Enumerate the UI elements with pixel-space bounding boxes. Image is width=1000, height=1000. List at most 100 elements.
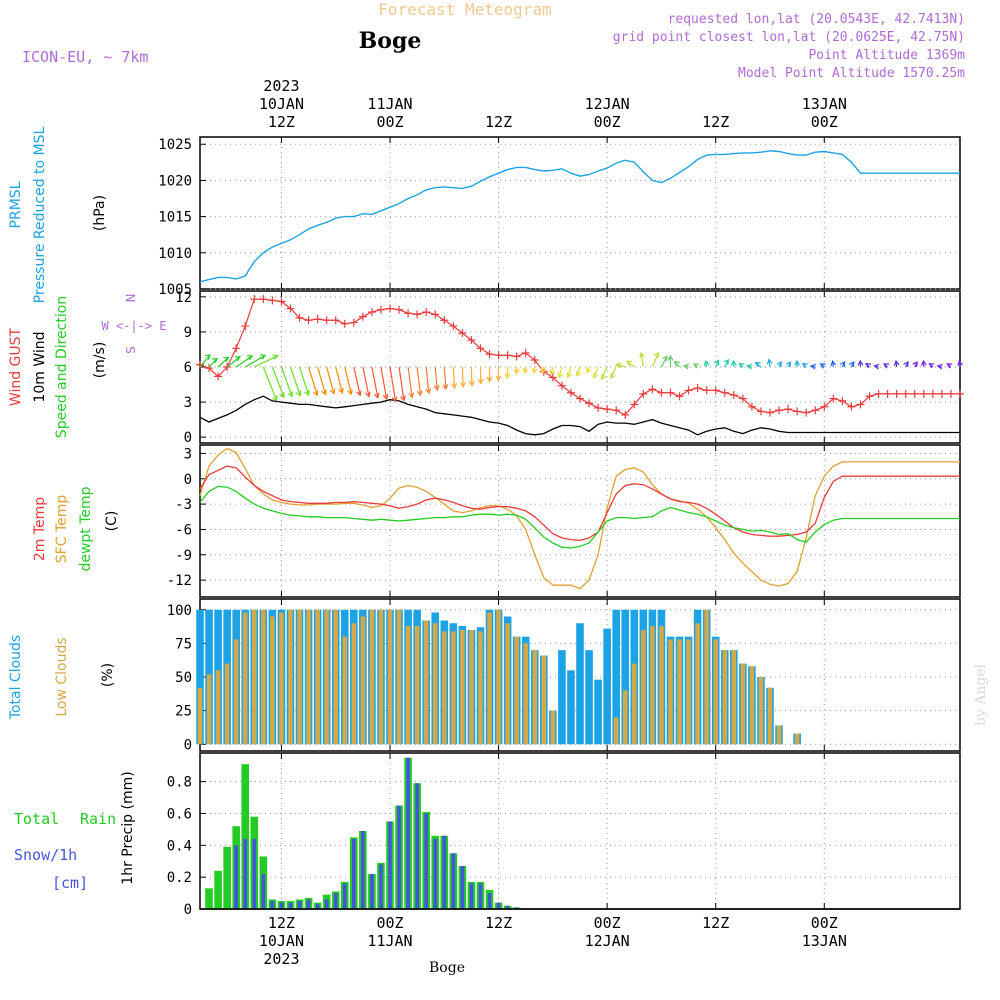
wind-arrow <box>452 366 456 388</box>
low-clouds-bar <box>695 623 700 745</box>
clouds-tick-label: 100 <box>167 603 192 619</box>
low-clouds-bar <box>749 666 755 745</box>
grid-point-coords: grid point closest lon,lat (20.0625E, 42… <box>613 30 965 45</box>
precip-unit: 1hr Precip (mm) <box>120 771 136 884</box>
gust-marker <box>214 372 223 381</box>
gust-marker <box>766 408 774 417</box>
low-clouds-bar <box>659 625 664 745</box>
pressure-label-long: Pressure Reduced to MSL <box>32 126 48 303</box>
wind-arrow <box>389 366 397 402</box>
wind-arrow <box>235 355 253 368</box>
wind-arrow-head <box>247 355 254 361</box>
precip-cm-label: [cm] <box>52 874 88 892</box>
snow-bar <box>279 902 284 909</box>
wind-arrow-head <box>272 354 279 360</box>
total-clouds-bar <box>621 609 630 745</box>
wind-arrow-head <box>785 361 792 368</box>
model-altitude: Model Point Altitude 1570.25m <box>738 66 965 81</box>
wind-arrow-head <box>425 388 432 395</box>
low-clouds-bar <box>713 639 718 745</box>
wind-arrow <box>660 356 668 368</box>
top-axis-label: 00Z <box>376 113 403 131</box>
wind-direction-label: Speed and Direction <box>54 296 70 438</box>
low-clouds-bar <box>622 690 628 745</box>
requested-coords: requested lon,lat (20.0543E, 42.7413N) <box>668 12 965 27</box>
gust-marker <box>512 352 521 361</box>
wind-arrow-head <box>451 383 458 390</box>
total-clouds-bar <box>612 609 620 745</box>
snow-bar <box>433 838 438 909</box>
wind-arrow-head <box>495 375 502 382</box>
wind-arrow-head <box>873 363 880 370</box>
gust-marker <box>892 389 901 398</box>
wind-arrow-head <box>936 363 943 370</box>
wind-arrow-head <box>766 358 773 365</box>
low-clouds-bar <box>650 625 655 745</box>
wind-arrow <box>307 366 318 396</box>
gust-marker <box>367 308 376 317</box>
wind-arrow-head <box>920 359 927 366</box>
gust-marker <box>467 336 476 345</box>
wind-tick-label: 0 <box>184 430 192 446</box>
gust-marker <box>910 389 919 398</box>
low-clouds-bar <box>414 625 420 745</box>
gust-marker <box>449 322 458 331</box>
low-clouds-bar <box>396 609 402 745</box>
gust-marker <box>241 322 250 331</box>
wind-arrow-head <box>531 367 538 375</box>
wind-tick-label: 6 <box>184 360 192 376</box>
gust-marker <box>259 295 268 304</box>
snow-bar <box>451 853 456 909</box>
bottom-axis-label: 00Z <box>594 914 621 932</box>
wind-arrow <box>344 366 352 395</box>
gust-marker <box>666 388 675 397</box>
gust-marker <box>376 305 385 314</box>
bottom-axis-label: 10JAN <box>259 932 304 950</box>
gust-marker <box>250 295 259 304</box>
wind-arrow-head <box>321 389 327 396</box>
wind-arrow <box>425 366 430 394</box>
snow-bar <box>379 864 383 909</box>
wind-arrow <box>244 354 266 368</box>
gust-marker <box>277 297 286 306</box>
wind-arrow-head <box>382 394 389 401</box>
wind-arrow <box>335 366 343 393</box>
temp-unit: (C) <box>104 511 120 532</box>
snow-bar <box>415 783 419 909</box>
temp-tick-label: 3 <box>184 446 192 462</box>
wind-arrow <box>208 358 218 368</box>
gust-marker <box>702 386 711 395</box>
gust-marker <box>738 394 747 403</box>
compass-we: W <-|-> E <box>101 319 166 333</box>
bottom-axis-label: 12Z <box>268 914 295 932</box>
wind-arrow-head <box>468 380 475 387</box>
wind-arrow-head <box>903 360 909 368</box>
pressure-label-short: PRMSL <box>8 181 24 228</box>
low-clouds-bar <box>252 609 257 745</box>
wind-arrow <box>398 366 405 401</box>
temp-sfc-label: SFC Temp <box>54 495 70 564</box>
low-clouds-bar <box>794 733 800 745</box>
precip-total-label: Total <box>14 810 59 828</box>
low-clouds-bar <box>767 687 773 745</box>
wind-arrow-head <box>212 357 219 364</box>
gust-marker <box>530 355 539 364</box>
wind-arrow-head <box>794 359 801 366</box>
wind-arrow-head <box>576 370 582 378</box>
gust-marker <box>847 402 856 411</box>
model-name: ICON-EU, ~ 7km <box>22 48 148 66</box>
snow-bar <box>388 821 392 909</box>
bottom-axis-label: 12Z <box>702 914 729 932</box>
top-axis-label: 12JAN <box>585 95 630 113</box>
snow-bar <box>270 901 275 909</box>
wind-arrow-head <box>667 354 674 361</box>
wind-arrow-head <box>653 351 659 358</box>
precip-snow-label: Snow/1h <box>14 846 77 864</box>
snow-bar <box>424 813 428 909</box>
low-clouds-bar <box>432 623 438 745</box>
low-clouds-bar <box>641 629 646 745</box>
wind-arrow-head <box>849 361 855 368</box>
low-clouds-bar <box>487 612 492 745</box>
gust-marker <box>322 316 331 325</box>
